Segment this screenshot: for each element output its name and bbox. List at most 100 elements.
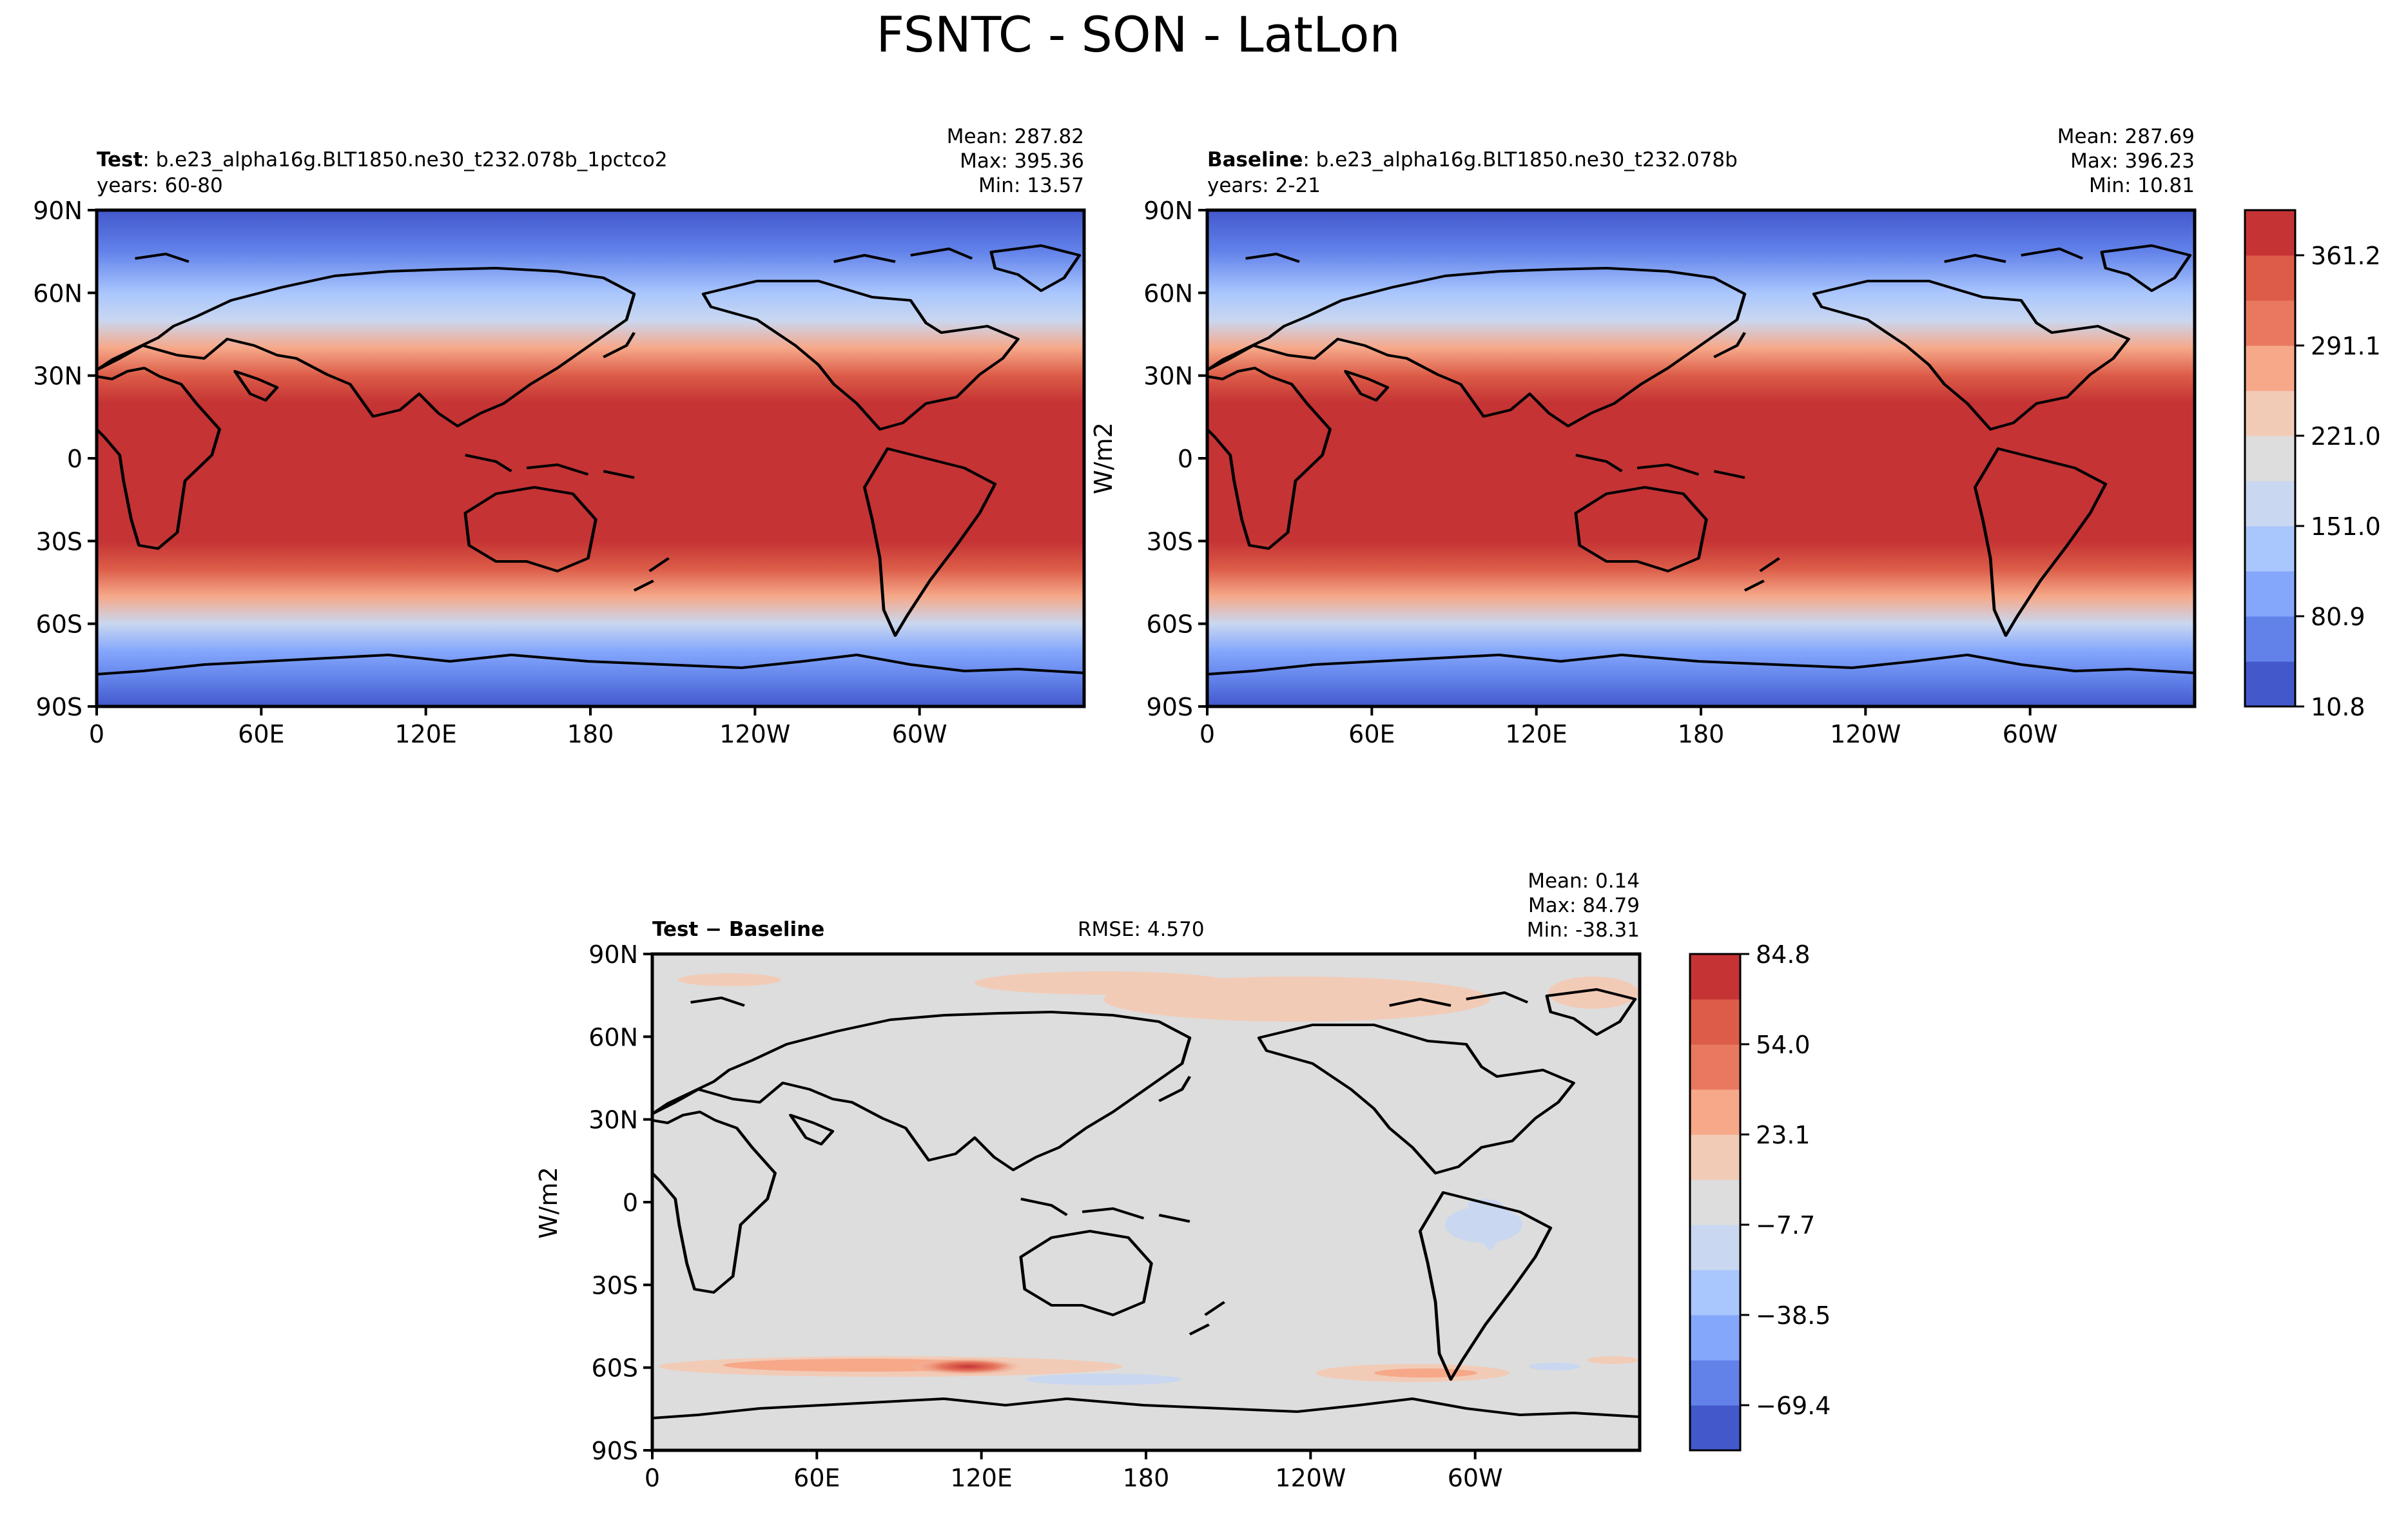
- difference-colorbar-label: −7.7: [1756, 1211, 1815, 1240]
- svg-text:Test: b.e23_alpha16g.BLT1850.n: Test: b.e23_alpha16g.BLT1850.ne30_t232.0…: [97, 148, 668, 171]
- baseline-colorbar-bin: [2245, 255, 2295, 301]
- difference-colorbar-label: 23.1: [1756, 1121, 1811, 1149]
- test-xtick-label: 60W: [892, 720, 947, 748]
- difference-colorbar-label: −38.5: [1756, 1301, 1830, 1330]
- baseline-ytick-label: 90S: [1147, 693, 1193, 721]
- baseline-colorbar-bin: [2245, 481, 2295, 527]
- difference-ytick-label: 30N: [588, 1106, 638, 1134]
- baseline-xtick-label: 120E: [1505, 720, 1568, 748]
- baseline-colorbar-bin: [2245, 526, 2295, 572]
- test-mean: Mean: 287.82: [947, 125, 1084, 148]
- baseline-colorbar-label: 151.0: [2311, 512, 2381, 541]
- test-ytick-label: 0: [67, 445, 83, 473]
- difference-ytick-label: 90N: [588, 940, 638, 969]
- baseline-min: Min: 10.81: [2089, 174, 2195, 197]
- test-ytick-label: 90N: [33, 197, 83, 225]
- difference-ytick-label: 90S: [592, 1437, 638, 1465]
- difference-colorbar-bin: [1690, 1270, 1740, 1316]
- baseline-xtick-label: 180: [1678, 720, 1725, 748]
- difference-ytick-label: 60N: [588, 1023, 638, 1051]
- test-xtick-label: 0: [89, 720, 104, 748]
- test-ytick-label: 60S: [36, 610, 83, 639]
- baseline-x-axis: 0 60E 120E 180 120W 60W: [1199, 706, 2058, 748]
- test-ytick-label: 60N: [33, 279, 83, 307]
- test-label-bold: Test: [97, 148, 143, 171]
- test-ytick-label: 90S: [36, 693, 83, 721]
- difference-colorbar-label: 54.0: [1756, 1031, 1811, 1059]
- baseline-case-name: : b.e23_alpha16g.BLT1850.ne30_t232.078b: [1303, 148, 1737, 171]
- baseline-colorbar-bin: [2245, 571, 2295, 617]
- baseline-ytick-label: 30S: [1147, 527, 1193, 556]
- baseline-colorbar-bin: [2245, 391, 2295, 436]
- baseline-ytick-label: 0: [1178, 445, 1193, 473]
- baseline-xtick-label: 60E: [1348, 720, 1395, 748]
- difference-colorbar-bin: [1690, 1044, 1740, 1090]
- difference-x-axis: 0 60E 120E 180 120W 60W: [645, 1450, 1503, 1492]
- difference-label: Test − Baseline: [652, 918, 824, 941]
- difference-xtick-label: 60E: [793, 1464, 840, 1492]
- difference-panel: Test − Baseline RMSE: 4.570 Mean: 0.14 M…: [534, 870, 1830, 1492]
- difference-colorbar-bin: [1690, 954, 1740, 1000]
- baseline-colorbar-frame: [2244, 209, 2296, 708]
- baseline-y-axis: 90N 60N 30N 0 30S 60S 90S: [1143, 197, 1207, 721]
- difference-ylabel: W/m2: [534, 1167, 563, 1239]
- baseline-colorbar-label: 361.2: [2311, 242, 2381, 270]
- baseline-colorbar-bin: [2245, 345, 2295, 391]
- test-xtick-label: 180: [567, 720, 614, 748]
- test-max: Max: 395.36: [960, 150, 1084, 173]
- difference-y-axis: 90N 60N 30N 0 30S 60S 90S: [588, 940, 652, 1465]
- difference-colorbar: 84.8 54.0 23.1 −7.7 −38.5 −69.4: [1689, 940, 1830, 1452]
- difference-rmse: RMSE: 4.570: [1078, 918, 1205, 941]
- difference-xtick-label: 120W: [1275, 1464, 1346, 1492]
- baseline-field: [1207, 210, 2195, 706]
- difference-colorbar-bin: [1690, 999, 1740, 1045]
- baseline-colorbar-label: 221.0: [2311, 422, 2381, 451]
- baseline-xtick-label: 60W: [2003, 720, 2058, 748]
- baseline-colorbar-bin: [2245, 436, 2295, 482]
- difference-colorbar-label: 84.8: [1756, 940, 1811, 969]
- difference-colorbar-bin: [1690, 1315, 1740, 1361]
- difference-mean: Mean: 0.14: [1528, 870, 1640, 893]
- baseline-colorbar: 361.2 291.1 221.0 151.0 80.9 10.8: [2244, 209, 2381, 721]
- difference-xtick-label: 120E: [950, 1464, 1013, 1492]
- test-ytick-label: 30S: [36, 527, 83, 556]
- test-xtick-label: 60E: [238, 720, 284, 748]
- baseline-colorbar-bin: [2245, 661, 2295, 707]
- difference-colorbar-bin: [1690, 1405, 1740, 1451]
- baseline-colorbar-label: 80.9: [2311, 603, 2365, 631]
- baseline-colorbar-label: 291.1: [2311, 332, 2381, 360]
- test-field: [97, 210, 1084, 706]
- difference-colorbar-label: −69.4: [1756, 1392, 1830, 1420]
- baseline-colorbar-bin: [2245, 300, 2295, 346]
- test-xtick-label: 120W: [719, 720, 790, 748]
- test-years: years: 60-80: [97, 174, 223, 197]
- difference-colorbar-bin: [1690, 1089, 1740, 1135]
- difference-ytick-label: 60S: [592, 1354, 638, 1383]
- test-y-axis: 90N 60N 30N 0 30S 60S 90S: [33, 197, 97, 721]
- difference-xtick-label: 180: [1123, 1464, 1170, 1492]
- test-min: Min: 13.57: [978, 174, 1084, 197]
- baseline-colorbar-bin: [2245, 210, 2295, 256]
- baseline-xtick-label: 120W: [1830, 720, 1901, 748]
- test-panel: Test: b.e23_alpha16g.BLT1850.ne30_t232.0…: [33, 125, 1086, 748]
- baseline-mean: Mean: 287.69: [2057, 125, 2195, 148]
- baseline-ytick-label: 90N: [1143, 197, 1193, 225]
- difference-xtick-label: 60W: [1448, 1464, 1503, 1492]
- difference-colorbar-frame: [1689, 953, 1742, 1452]
- baseline-xtick-label: 0: [1199, 720, 1215, 748]
- baseline-colorbar-label: 10.8: [2311, 693, 2365, 721]
- baseline-years: years: 2-21: [1207, 174, 1321, 197]
- difference-colorbar-bin: [1690, 1360, 1740, 1406]
- difference-ytick-label: 30S: [592, 1271, 638, 1299]
- baseline-panel: Baseline: b.e23_alpha16g.BLT1850.ne30_t2…: [1089, 125, 2381, 748]
- baseline-ytick-label: 30N: [1143, 362, 1193, 391]
- difference-xtick-label: 0: [645, 1464, 660, 1492]
- difference-colorbar-bin: [1690, 1180, 1740, 1225]
- baseline-label-bold: Baseline: [1207, 148, 1303, 171]
- test-x-axis: 0 60E 120E 180 120W 60W: [89, 706, 947, 748]
- test-ytick-label: 30N: [33, 362, 83, 391]
- difference-min: Min: -38.31: [1527, 919, 1640, 942]
- baseline-ytick-label: 60S: [1147, 610, 1193, 639]
- difference-colorbar-bin: [1690, 1225, 1740, 1270]
- baseline-ylabel: W/m2: [1089, 422, 1118, 494]
